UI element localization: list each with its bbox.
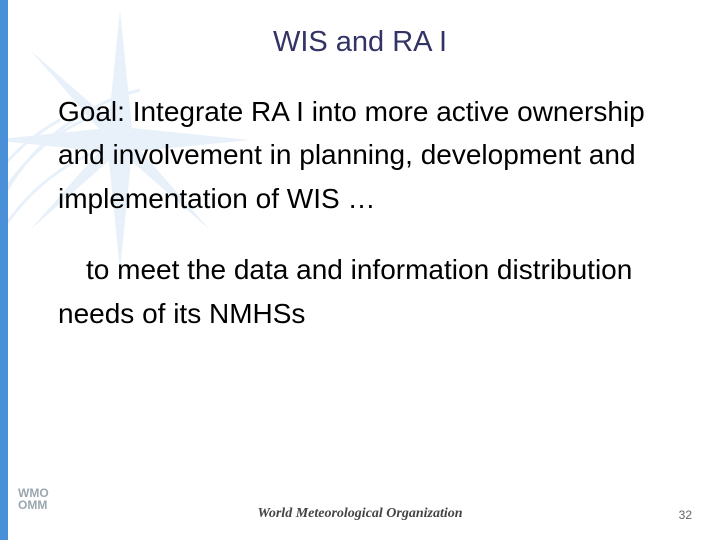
page-number: 32 (679, 508, 692, 522)
paragraph-goal: Goal: Integrate RA I into more active ow… (58, 90, 668, 220)
slide-title: WIS and RA I (0, 26, 720, 59)
footer-organization: World Meteorological Organization (0, 506, 720, 522)
logo-line-2: OMM (18, 498, 47, 512)
wmo-logo: WMO OMM (18, 487, 49, 512)
paragraph-purpose: to meet the data and information distrib… (58, 248, 668, 335)
slide-body: Goal: Integrate RA I into more active ow… (58, 90, 668, 335)
left-accent-bar (0, 0, 8, 540)
